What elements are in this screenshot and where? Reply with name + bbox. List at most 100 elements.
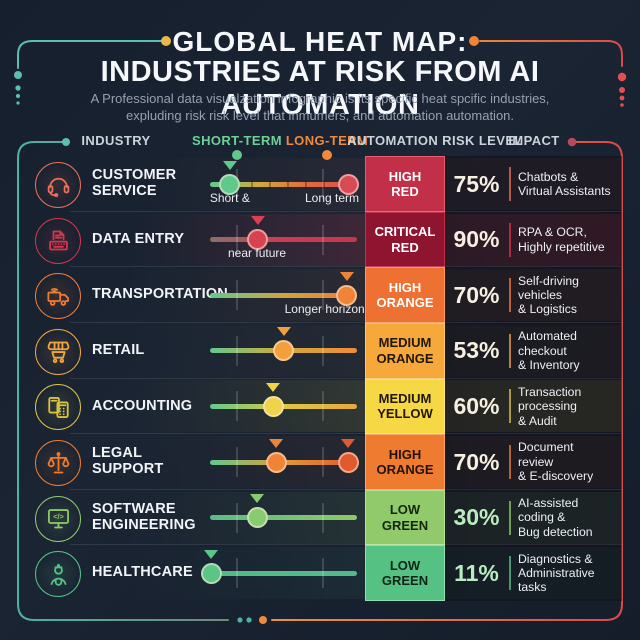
impact-text: Diagnostics & Administrative tasks [518,551,595,595]
slider-knob [262,395,284,417]
row-separator [70,488,622,490]
doctor-icon [50,563,66,586]
risk-percent-value: 60% [453,392,500,419]
slider-tick [322,391,324,422]
risk-level-badge: HIGH ORANGE [365,434,445,490]
slider-label: Longer horizon [284,301,365,316]
industry-name: RETAIL [92,341,145,358]
subtitle-line1: A Professional data visualzation infogra… [90,91,550,106]
slider-knob [246,507,268,529]
row-right-panel [445,489,622,546]
slider-marker-triangle [276,327,291,337]
slider-tick [322,447,324,477]
industry-row: CUSTOMER SERVICE Short & Long term HIGH RED… [18,156,622,212]
risk-level-badge: MEDIUM ORANGE [365,323,445,379]
risk-level-badge: LOW GREEN [365,489,445,546]
industry-icon-circle [35,328,81,375]
column-header-industry: INDUSTRY [81,133,151,148]
industry-row: HEALTHCARE LOW GREEN 11% Diagnostics & Admi… [18,545,622,601]
slider-knob [265,451,287,473]
slider-label: Long term [304,190,360,205]
risk-level-badge: LOW GREEN [365,545,445,601]
truck-icon [46,287,69,306]
timeline-slider-track: Short & Long term [210,160,359,205]
impact-text: Automated checkout & Inventory [518,329,580,372]
risk-percent-value: 30% [453,504,500,531]
row-separator [70,210,622,212]
slider-knob [337,451,359,473]
industry-icon-circle [35,217,81,264]
risk-percent-value: 11% [454,559,499,586]
slider-marker-triangle [269,438,284,448]
slider-minor-tick [323,179,325,189]
timeline-slider-track [210,438,359,477]
industry-row: ACCOUNTING MEDIUM YELLOW 60% Transaction pr… [18,378,622,435]
slider-tick [236,224,238,255]
timeline-slider-track [210,382,357,422]
slider-marker-triangle [266,382,281,392]
slider-tick [236,335,238,366]
impact-divider [509,500,511,535]
industry-name: TRANSPORTATION [92,286,228,303]
row-separator [70,377,622,379]
risk-percent-value: 53% [453,337,500,364]
industry-icon-circle [35,273,81,320]
industry-icon-circle [35,162,81,208]
industry-name: LEGAL SUPPORT [92,445,164,477]
row-right-panel [445,545,622,601]
page-title-line2: INDUSTRIES AT RISK FROM AI AUTOMATION [100,56,540,121]
industry-row: TRANSPORTATION Longer horizon HIGH ORANGE 7… [18,267,622,323]
industry-row: RETAIL MEDIUM ORANGE 53% Automated checkout… [18,323,622,379]
impact-text: Chatbots & Virtual Assistants [518,169,611,198]
calculator-icon [47,396,69,418]
slider-label: near future [228,246,287,261]
timeline-slider-track [210,494,357,533]
industry-name: SOFTWARE ENGINEERING [92,500,196,533]
industry-icon-circle [35,440,81,486]
slider-tick [322,224,324,255]
impact-divider [509,333,511,368]
industry-row: LEGAL SUPPORT HIGH ORANGE 70% Document revi… [18,434,622,490]
timeline-slider-track: near future [210,216,357,260]
slider-marker-triangle [250,494,265,504]
slider-tick [236,280,238,311]
row-separator [70,266,622,268]
column-header-impact: IMPACT [508,133,560,148]
svg-text:</>: </> [53,512,64,521]
impact-divider [509,278,511,313]
industry-row: DATA ENTRY near future CRITICAL RED 90% RPA … [18,211,622,268]
column-header-risk-level: AUTOMATION RISK LEVEL [347,133,523,148]
industry-name: CUSTOMER SERVICE [92,167,177,199]
timeline-slider-track [200,549,357,589]
impact-divider [509,389,511,424]
impact-text: Self-driving vehicles & Logistics [518,273,579,317]
slider-marker-triangle [222,160,237,170]
industry-icon-circle: </> [35,495,81,542]
timeline-slider-track [210,327,357,366]
impact-text: Transaction processing & Audit [518,384,582,428]
slider-tick [322,558,324,589]
headset-icon [47,177,69,197]
timeline-slider-track: Longer horizon [210,271,365,316]
risk-level-badge: CRITICAL RED [365,211,445,268]
impact-text: AI-assisted coding & Bug detection [518,496,593,539]
industry-icon-circle [35,551,81,598]
slider-tick [322,335,324,366]
industry-name: HEALTHCARE [92,564,193,581]
risk-level-badge: MEDIUM YELLOW [365,378,445,435]
subtitle-line2: expluding risk risk level that inmumers,… [125,108,515,123]
column-header-short-term: SHORT-TERM [192,133,282,148]
risk-percent-value: 70% [453,448,500,475]
impact-divider [509,556,511,591]
row-right-panel [445,378,622,435]
row-separator [70,433,622,435]
slider-knob [200,562,222,584]
risk-percent-value: 75% [453,170,500,197]
slider-marker-triangle [250,216,265,226]
slider-minor-tick [251,179,253,189]
page-title-line1: GLOBAL HEAT MAP: [172,26,468,57]
industry-table: CUSTOMER SERVICE Short & Long term HIGH RED… [18,142,622,620]
row-right-panel [445,211,622,268]
risk-level-badge: HIGH RED [365,156,445,212]
